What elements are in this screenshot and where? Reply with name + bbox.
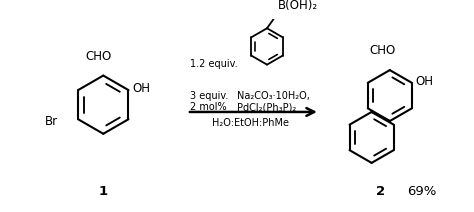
Text: OH: OH [132, 82, 150, 95]
Text: CHO: CHO [86, 50, 112, 63]
Text: PdCl₂(Ph₃P)₂: PdCl₂(Ph₃P)₂ [237, 102, 296, 112]
Text: 3 equiv.: 3 equiv. [190, 91, 228, 100]
Text: B(OH)₂: B(OH)₂ [278, 0, 318, 12]
Text: 2: 2 [376, 186, 385, 198]
Text: 69%: 69% [407, 186, 437, 198]
Text: 1: 1 [99, 186, 108, 198]
Text: 1.2 equiv.: 1.2 equiv. [190, 59, 237, 69]
Text: Br: Br [45, 114, 58, 128]
Text: CHO: CHO [369, 44, 396, 57]
Text: Na₂CO₃·10H₂O,: Na₂CO₃·10H₂O, [237, 91, 310, 100]
Text: H₂O:EtOH:PhMe: H₂O:EtOH:PhMe [212, 118, 289, 128]
Text: 2 mol%: 2 mol% [190, 102, 226, 112]
Text: OH: OH [416, 75, 434, 88]
